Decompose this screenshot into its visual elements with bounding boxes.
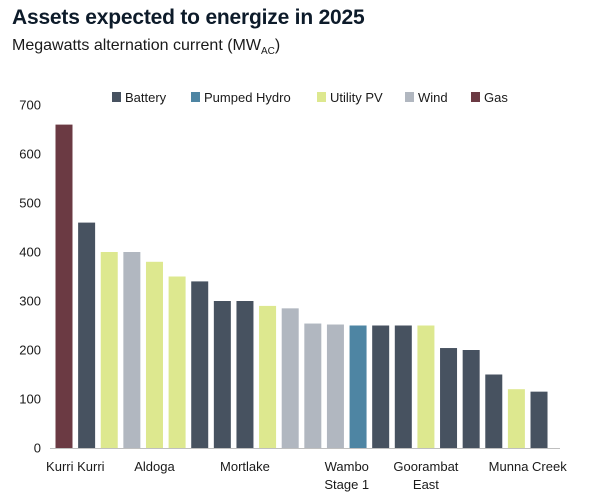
legend-label: Battery xyxy=(125,90,167,105)
subtitle-sub: AC xyxy=(260,46,275,58)
x-tick-label: Wambo xyxy=(325,459,369,474)
y-tick-label: 0 xyxy=(34,441,41,456)
bar xyxy=(145,261,163,448)
bar xyxy=(100,252,118,448)
legend-label: Pumped Hydro xyxy=(204,90,291,105)
x-tick-label: Mortlake xyxy=(220,459,270,474)
y-tick-label: 100 xyxy=(19,392,41,407)
chart-title: Assets expected to energize in 2025 xyxy=(12,6,365,29)
y-tick-label: 300 xyxy=(19,294,41,309)
x-tick-label: Kurri Kurri xyxy=(46,459,105,474)
bar xyxy=(168,276,186,448)
x-tick-label: Munna Creek xyxy=(489,459,568,474)
bar xyxy=(191,281,209,448)
bar xyxy=(485,374,503,448)
bar xyxy=(507,389,525,448)
legend-swatch xyxy=(191,92,200,102)
bar xyxy=(394,325,412,448)
x-tick-label: Goorambat xyxy=(393,459,458,474)
y-tick-label: 200 xyxy=(19,343,41,358)
y-tick-label: 600 xyxy=(19,147,41,162)
bar xyxy=(259,305,277,448)
bar xyxy=(55,124,73,448)
bar xyxy=(236,301,254,448)
legend-swatch xyxy=(317,92,326,102)
bar xyxy=(213,301,231,448)
legend-swatch xyxy=(471,92,480,102)
bar xyxy=(372,325,390,448)
legend-label: Utility PV xyxy=(330,90,383,105)
bar xyxy=(462,350,480,448)
y-tick-label: 500 xyxy=(19,196,41,211)
y-tick-label: 700 xyxy=(19,98,41,113)
legend-label: Wind xyxy=(418,90,448,105)
x-tick-label: Stage 1 xyxy=(324,477,369,492)
legend-swatch xyxy=(112,92,121,102)
x-tick-label: Aldoga xyxy=(134,459,175,474)
bar xyxy=(530,391,548,448)
bar xyxy=(123,252,141,448)
bar xyxy=(417,325,435,448)
legend-swatch xyxy=(405,92,414,102)
bar xyxy=(281,308,299,448)
y-tick-label: 400 xyxy=(19,245,41,260)
bar xyxy=(304,323,322,448)
subtitle-end: ) xyxy=(274,37,281,54)
bar xyxy=(440,348,458,448)
chart-subtitle: Megawatts alternation current (MWAC) xyxy=(12,37,280,57)
bar xyxy=(78,222,96,448)
subtitle-main: Megawatts alternation current (MW xyxy=(12,37,261,54)
bar xyxy=(349,325,367,448)
x-tick-label: East xyxy=(413,477,439,492)
legend-label: Gas xyxy=(484,90,508,105)
bar xyxy=(326,324,344,448)
